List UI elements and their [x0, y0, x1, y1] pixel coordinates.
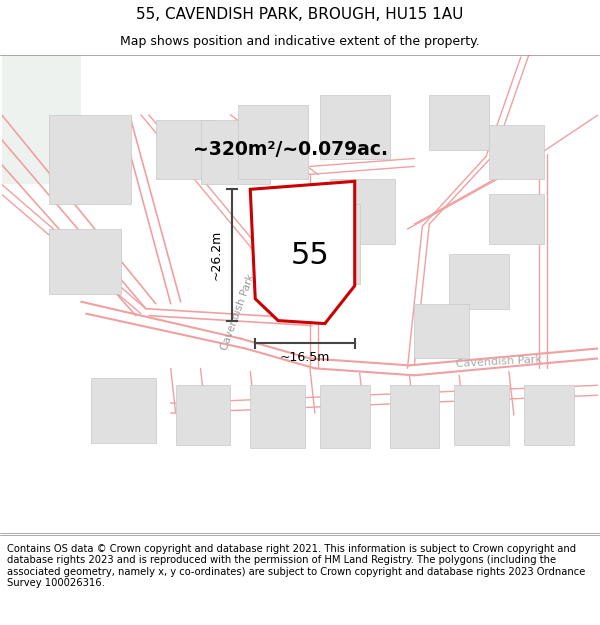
Bar — [2, 55, 81, 184]
Polygon shape — [489, 194, 544, 244]
Text: Map shows position and indicative extent of the property.: Map shows position and indicative extent… — [120, 35, 480, 48]
Text: Cavendish Park: Cavendish Park — [455, 354, 542, 369]
Polygon shape — [156, 119, 215, 179]
Polygon shape — [524, 385, 574, 445]
Polygon shape — [320, 385, 370, 448]
Polygon shape — [320, 95, 389, 159]
Polygon shape — [49, 229, 121, 294]
Polygon shape — [285, 204, 359, 284]
Text: ~320m²/~0.079ac.: ~320m²/~0.079ac. — [193, 140, 388, 159]
Polygon shape — [430, 95, 489, 149]
Polygon shape — [415, 304, 469, 358]
Text: ~16.5m: ~16.5m — [280, 351, 330, 364]
Polygon shape — [176, 385, 230, 445]
Polygon shape — [238, 105, 308, 179]
Text: ~26.2m: ~26.2m — [210, 230, 223, 280]
Polygon shape — [200, 119, 270, 184]
Polygon shape — [49, 115, 131, 204]
Polygon shape — [449, 254, 509, 309]
Polygon shape — [250, 385, 305, 448]
Polygon shape — [330, 179, 395, 244]
Polygon shape — [389, 385, 439, 448]
Text: Contains OS data © Crown copyright and database right 2021. This information is : Contains OS data © Crown copyright and d… — [7, 544, 586, 588]
Text: 55: 55 — [290, 241, 329, 271]
Polygon shape — [454, 385, 509, 445]
Text: Cavendish Park: Cavendish Park — [220, 272, 257, 351]
Polygon shape — [91, 378, 156, 443]
Text: 55, CAVENDISH PARK, BROUGH, HU15 1AU: 55, CAVENDISH PARK, BROUGH, HU15 1AU — [136, 8, 464, 22]
Polygon shape — [250, 181, 355, 324]
Polygon shape — [489, 124, 544, 179]
